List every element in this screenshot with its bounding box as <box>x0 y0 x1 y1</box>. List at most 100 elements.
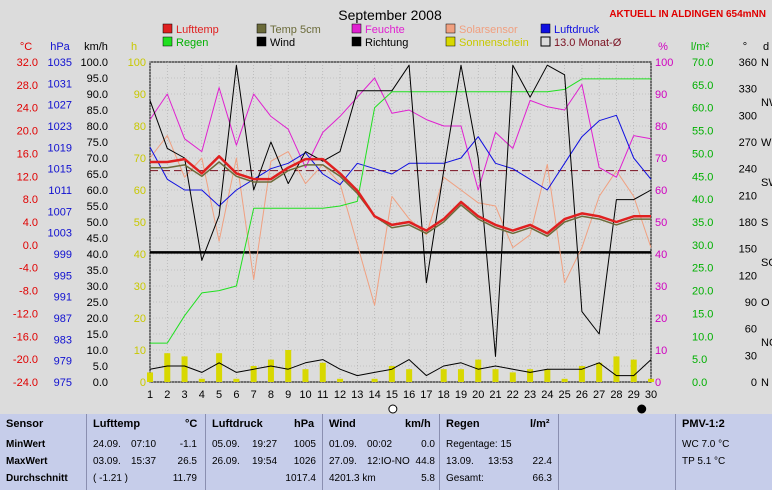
axis-tick-label: 0 <box>751 377 757 389</box>
lufttemp-max-date: 03.09. <box>93 456 121 467</box>
axis-tick-label: 65.0 <box>87 169 108 181</box>
lufttemp-max-value: 26.5 <box>177 456 197 467</box>
stats-luftdruck-unit: hPa <box>294 418 315 430</box>
axis-tick-label: 210 <box>739 190 757 202</box>
chart-title: September 2008 <box>338 7 442 23</box>
axis-tick-label: 70.0 <box>692 57 713 69</box>
legend-swatch <box>351 36 362 47</box>
sunshine-bar <box>527 369 534 382</box>
x-tick-label: 2 <box>164 389 170 401</box>
new-moon-marker <box>637 404 647 414</box>
axis-tick-label: 150 <box>739 244 757 256</box>
wind-max-value: 44.8 <box>415 456 435 467</box>
max-label: MaxWert <box>6 456 48 467</box>
axis-tick-label: 55.0 <box>692 126 713 138</box>
x-tick-label: 25 <box>558 389 570 401</box>
axis-tick-label: 0.0 <box>692 377 707 389</box>
sunshine-bar <box>216 353 223 382</box>
regen-total-value: 66.3 <box>532 473 552 484</box>
sunshine-bar <box>267 359 274 382</box>
axis-tick-label: 90.0 <box>87 89 108 101</box>
axis-unit-label: hPa <box>50 41 70 53</box>
axis-tick-label: -12.0 <box>13 308 38 320</box>
legend-label: Luftdruck <box>554 24 600 36</box>
wind-min-date: 01.09. <box>329 439 357 450</box>
axis-unit-label: °C <box>20 41 32 53</box>
wind-max-date: 27.09. <box>329 456 357 467</box>
axis-tick-label: SO <box>761 257 772 269</box>
x-tick-label: 10 <box>299 389 311 401</box>
axis-tick-label: 4.0 <box>23 217 38 229</box>
axis-tick-label: 40 <box>134 249 146 261</box>
axis-tick-label: 0.0 <box>23 240 38 252</box>
axis-tick-label: 0 <box>140 377 146 389</box>
stats-lufttemp-header: Lufttemp <box>93 418 141 430</box>
axis-unit-label: % <box>658 41 668 53</box>
legend-label: Richtung <box>365 37 408 49</box>
regen-max-value: 22.4 <box>532 456 552 467</box>
axis-tick-label: 40 <box>655 249 667 261</box>
live-location-label[interactable]: AKTUELL IN ALDINGEN 654mNN <box>609 9 766 20</box>
axis-tick-label: 65.0 <box>692 80 713 92</box>
x-tick-label: 29 <box>628 389 640 401</box>
x-tick-label: 16 <box>403 389 415 401</box>
axis-tick-label: 50 <box>134 217 146 229</box>
x-tick-label: 6 <box>233 389 239 401</box>
axis-unit-label: km/h <box>84 41 108 53</box>
legend-swatch <box>162 36 173 47</box>
sunshine-bar <box>285 350 292 382</box>
axis-unit-label: h <box>131 41 137 53</box>
legend-swatch <box>162 23 173 34</box>
sunshine-bar <box>613 356 620 382</box>
sunshine-bar <box>561 378 568 382</box>
wind-line <box>149 64 652 357</box>
full-moon-marker <box>388 404 398 414</box>
axis-tick-label: -8.0 <box>19 286 38 298</box>
axis-tick-label: 12.0 <box>17 171 38 183</box>
sunshine-bar <box>544 369 551 382</box>
axis-tick-label: 20 <box>655 313 667 325</box>
lufttemp-avg-value: 11.79 <box>172 473 197 484</box>
axis-tick-label: 45.0 <box>87 233 108 245</box>
axis-tick-label: 330 <box>739 84 757 96</box>
legend-swatch <box>351 23 362 34</box>
axis-unit-label: d <box>763 41 769 53</box>
legend-swatch <box>256 23 267 34</box>
x-tick-label: 24 <box>541 389 553 401</box>
axis-tick-label: 16.0 <box>17 148 38 160</box>
sunshine-bar <box>371 378 378 382</box>
x-tick-label: 26 <box>576 389 588 401</box>
stats-pmv-panel: PMV-1:2 WC 7.0 °C TP 5.1 °C <box>676 414 772 490</box>
sunshine-bar <box>492 369 499 382</box>
axis-tick-label: 300 <box>739 110 757 122</box>
axis-tick-label: 10.0 <box>692 331 713 343</box>
x-tick-label: 18 <box>438 389 450 401</box>
legend-label: Temp 5cm <box>270 24 321 36</box>
axis-tick-label: 10 <box>134 345 146 357</box>
axis-tick-label: 40.0 <box>87 249 108 261</box>
legend-label: 13.0 Monat-Ø <box>554 37 622 49</box>
axis-tick-label: 90 <box>655 89 667 101</box>
luftdruck-min-date: 05.09. <box>212 439 240 450</box>
axis-tick-label: NW <box>761 97 772 109</box>
axis-tick-label: 30.0 <box>87 281 108 293</box>
lufttemp-avg-note: ( -1.21 ) <box>93 473 129 484</box>
sunshine-bar <box>233 378 240 382</box>
axis-tick-label: 8.0 <box>23 194 38 206</box>
stats-regen-panel: Regen l/m² Regentage: 15 13.09. 13:53 22… <box>440 414 559 490</box>
axis-tick-label: 30 <box>655 281 667 293</box>
axis-tick-label: 28.0 <box>17 80 38 92</box>
axis-tick-label: NO <box>761 337 772 349</box>
sunshine-bar <box>475 359 482 382</box>
lufttemp-min-date: 24.09. <box>93 439 121 450</box>
axis-tick-label: 50 <box>655 217 667 229</box>
axis-tick-label: 90 <box>134 89 146 101</box>
sunshine-bar <box>147 372 153 382</box>
legend-swatch <box>540 36 551 47</box>
axis-tick-label: 20.0 <box>87 313 108 325</box>
legend-label: Wind <box>270 37 295 49</box>
x-tick-label: 17 <box>420 389 432 401</box>
axis-tick-label: 60 <box>134 185 146 197</box>
axis-tick-label: 983 <box>54 334 72 346</box>
luftdruck-line <box>149 114 652 207</box>
